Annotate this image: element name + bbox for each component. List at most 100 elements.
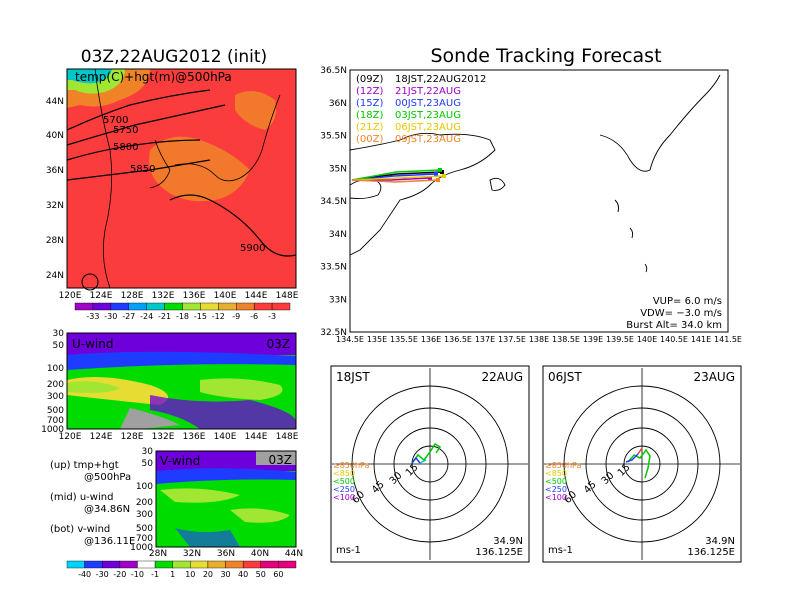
- contour-low: [81, 273, 99, 291]
- uwind-lon-label: 132E: [152, 432, 175, 442]
- vwind-p-label: 1000: [130, 543, 153, 553]
- wind-colorbar-swatch: [190, 560, 209, 569]
- coast-japan: [174, 94, 281, 182]
- hodo2-time: 06JST: [548, 370, 582, 384]
- legend-text: 21JST,22AUG: [395, 86, 461, 97]
- track-lon-label: 137.5E: [498, 335, 526, 344]
- track-lat-label: 32.5N: [320, 328, 347, 338]
- uwind-shade-terrain: [120, 408, 180, 429]
- uwind-p-label: 100: [47, 364, 64, 374]
- uwind-p-label: 30: [53, 329, 65, 339]
- note-up: (up) tmp+hgt: [50, 460, 119, 471]
- vwind-p-label: 500: [136, 524, 153, 534]
- track-map-frame: [349, 69, 729, 333]
- legend-text: 06JST,23AUG: [395, 122, 461, 133]
- temp-colorbar-swatch: [128, 302, 147, 311]
- wind-colorbar-label: 20: [203, 570, 213, 579]
- uwind-lon-label: 144E: [245, 432, 268, 442]
- uwind-frame: [66, 332, 297, 430]
- hodo-level-label: <500: [333, 477, 355, 486]
- vwind-lat-label: 36N: [217, 549, 235, 559]
- track-lon-label: 136E: [421, 335, 441, 344]
- temp-lat-label: 32N: [46, 201, 64, 211]
- uwind-shade-lime2: [200, 378, 283, 400]
- track-lon-label: 141.5E: [714, 335, 742, 344]
- wind-colorbar-label: -1: [151, 570, 159, 579]
- temp-map-label: temp(C)+hgt(m)@500hPa: [75, 70, 232, 84]
- uwind-p-label: 1000: [41, 425, 64, 435]
- uwind-shade-upper: [67, 351, 296, 370]
- uwind-shade-purple: [150, 395, 296, 429]
- temp-map-frame: [66, 68, 297, 289]
- wind-colorbar-label: -40: [78, 570, 91, 579]
- wind-colorbar-label: -30: [96, 570, 109, 579]
- wind-colorbar-label: 60: [273, 570, 283, 579]
- uwind-p-label: 300: [47, 392, 64, 402]
- info-vup: VUP= 6.0 m/s: [653, 296, 722, 307]
- wind-colorbar-label: 40: [238, 570, 248, 579]
- hodo1-trace-cyan: [419, 459, 427, 464]
- hodo2-trace-red: [637, 447, 643, 455]
- temp-colorbar-label: -30: [104, 312, 117, 321]
- note-mid2: @34.86N: [84, 504, 130, 515]
- uwind-lon-label: 148E: [276, 432, 299, 442]
- hodo1-unit: ms-1: [336, 545, 361, 556]
- track-lon-label: 135E: [367, 335, 387, 344]
- temp-colorbar-label: -21: [158, 312, 171, 321]
- vwind-label: V-wind: [160, 454, 200, 468]
- right-title: Sonde Tracking Forecast: [430, 45, 661, 67]
- wind-colorbar-swatch: [154, 560, 173, 569]
- wind-colorbar-swatch: [102, 560, 121, 569]
- contour-5700: [66, 89, 211, 131]
- track-lat-label: 36.5N: [320, 66, 347, 76]
- legend-text: 09JST,23AUG: [395, 134, 461, 145]
- wind-colorbar-label: -10: [131, 570, 144, 579]
- note-bot: (bot) v-wind: [50, 524, 110, 535]
- temp-colorbar-label: -33: [86, 312, 99, 321]
- contour-label-5800: 5800: [113, 142, 138, 153]
- legend-time: (09Z): [356, 74, 383, 85]
- track-end-marker: [434, 172, 438, 176]
- left-title: 03Z,22AUG2012 (init): [81, 47, 267, 67]
- note-mid: (mid) u-wind: [50, 492, 113, 503]
- uwind-lon-label: 136E: [183, 432, 206, 442]
- track-end-marker: [436, 178, 440, 182]
- track-lon-label: 138E: [529, 335, 549, 344]
- track-lon-label: 140E: [637, 335, 657, 344]
- hodo2-trace-blue: [625, 453, 639, 463]
- uwind-p-label: 50: [53, 341, 65, 351]
- panel-notes: (up) tmp+hgt @500hPa (mid) u-wind @34.86…: [50, 460, 135, 547]
- temp-colorbar-swatch: [164, 302, 183, 311]
- temp-colorbar-label: -27: [122, 312, 135, 321]
- coast-bay: [489, 177, 506, 191]
- hodo-level-label: <250: [545, 485, 567, 494]
- wind-colorbar-swatch: [119, 560, 138, 569]
- track-lon-label: 139.5E: [606, 335, 634, 344]
- track-line: [351, 179, 439, 183]
- legend-time: (18Z): [356, 110, 383, 121]
- temp-map: [66, 68, 297, 291]
- wind-colorbar: -40 -30 -20 -10 -1 1 10 20 30 40 50 60: [66, 560, 297, 579]
- hodo2-lat: 34.9N: [705, 536, 735, 547]
- track-lon-label: 139E: [583, 335, 603, 344]
- temp-colorbar-swatch: [182, 302, 201, 311]
- wind-colorbar-label: 30: [220, 570, 230, 579]
- track-legend: (09Z) 18JST,22AUG2012 (12Z) 21JST,22AUG (15Z…: [356, 74, 486, 145]
- track-lon-label: 137E: [475, 335, 495, 344]
- wind-colorbar-swatch: [137, 560, 156, 569]
- vwind-shade-lime: [160, 488, 240, 503]
- temp-map-labels: temp(C)+hgt(m)@500hPa 5700 5750 5800 585…: [75, 70, 265, 254]
- contour-5800: [66, 139, 201, 161]
- uwind-shade-top: [67, 333, 296, 355]
- contour-5850: [66, 159, 211, 181]
- hodo1-lon: 136.125E: [475, 547, 523, 558]
- track-line: [351, 173, 437, 181]
- vwind-p-label: 50: [142, 459, 154, 469]
- hodo2-trace-green: [627, 448, 651, 479]
- contour-5900: [169, 194, 297, 257]
- info-burst: Burst Alt= 34.0 km: [626, 320, 722, 331]
- track-lon-label: 136.5E: [444, 335, 472, 344]
- temp-lat-label: 36N: [46, 166, 64, 176]
- vwind-title-box: [256, 451, 296, 465]
